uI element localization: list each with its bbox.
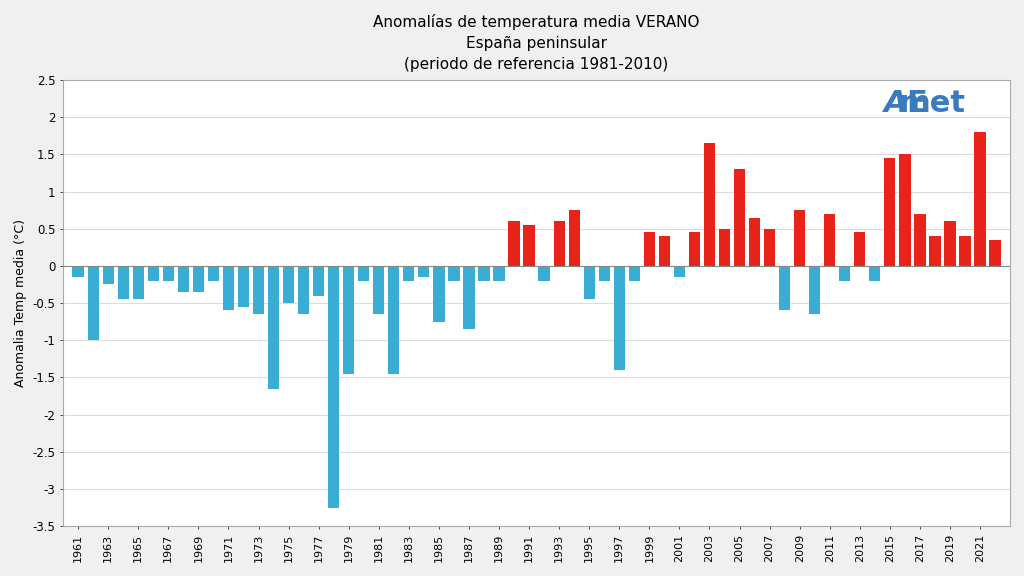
Bar <box>989 240 1000 266</box>
Bar <box>403 266 415 281</box>
Text: E: E <box>906 89 927 118</box>
Bar <box>163 266 174 281</box>
Bar <box>584 266 595 300</box>
Bar <box>373 266 384 314</box>
Bar <box>238 266 249 307</box>
Bar <box>388 266 399 374</box>
Bar <box>73 266 84 277</box>
Y-axis label: Anomalia Temp media (°C): Anomalia Temp media (°C) <box>14 219 27 387</box>
Bar <box>869 266 881 281</box>
Bar <box>794 210 805 266</box>
Bar <box>253 266 264 314</box>
Bar <box>599 266 610 281</box>
Bar <box>358 266 370 281</box>
Bar <box>689 233 700 266</box>
Bar <box>899 154 910 266</box>
Bar <box>568 210 580 266</box>
Bar <box>433 266 444 321</box>
Bar <box>703 143 715 266</box>
Bar <box>884 158 896 266</box>
Bar <box>118 266 129 300</box>
Bar <box>463 266 474 329</box>
Bar <box>839 266 850 281</box>
Bar <box>193 266 204 292</box>
Bar <box>644 233 655 266</box>
Bar <box>494 266 505 281</box>
Bar <box>975 132 986 266</box>
Bar <box>328 266 339 507</box>
Bar <box>959 236 971 266</box>
Bar <box>658 236 670 266</box>
Text: met: met <box>898 89 966 118</box>
Bar <box>764 229 775 266</box>
Bar <box>554 221 565 266</box>
Bar <box>418 266 429 277</box>
Bar <box>208 266 219 281</box>
Bar <box>147 266 159 281</box>
Bar <box>749 218 760 266</box>
Bar <box>629 266 640 281</box>
Bar <box>449 266 460 281</box>
Bar <box>283 266 294 303</box>
Bar <box>478 266 489 281</box>
Bar <box>313 266 325 295</box>
Bar <box>87 266 98 340</box>
Bar <box>930 236 941 266</box>
Bar <box>674 266 685 277</box>
Bar <box>824 214 836 266</box>
Bar <box>268 266 280 389</box>
Bar <box>223 266 234 310</box>
Title: Anomalías de temperatura media VERANO
España peninsular
(periodo de referencia 1: Anomalías de temperatura media VERANO Es… <box>374 14 699 72</box>
Bar <box>102 266 114 285</box>
Bar <box>944 221 955 266</box>
Bar <box>298 266 309 314</box>
Bar <box>854 233 865 266</box>
Bar <box>508 221 520 266</box>
Bar <box>523 225 535 266</box>
Bar <box>539 266 550 281</box>
Bar <box>343 266 354 374</box>
Bar <box>613 266 625 370</box>
Bar <box>734 169 745 266</box>
Bar <box>779 266 791 310</box>
Bar <box>719 229 730 266</box>
Bar <box>132 266 144 300</box>
Bar <box>809 266 820 314</box>
Text: A: A <box>884 89 908 118</box>
Bar <box>178 266 189 292</box>
Bar <box>914 214 926 266</box>
